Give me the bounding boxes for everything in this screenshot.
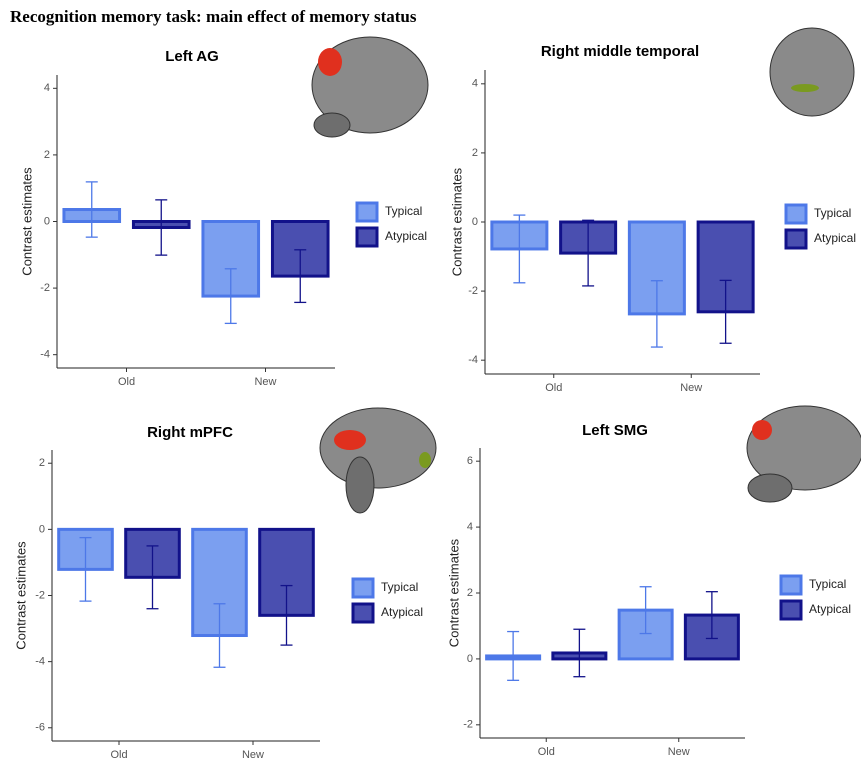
legend-swatch	[781, 576, 801, 594]
y-tick-label: 2	[472, 147, 478, 159]
y-tick-label: -6	[35, 722, 45, 734]
x-tick-label: New	[242, 749, 264, 761]
y-tick-label: -2	[40, 282, 50, 294]
x-tick-label: New	[254, 376, 276, 388]
legend-label: Typical	[381, 580, 418, 594]
brain-image	[770, 28, 854, 116]
y-tick-label: -2	[468, 285, 478, 297]
y-tick-label: -4	[35, 656, 45, 668]
y-tick-label: 6	[467, 455, 473, 467]
x-tick-label: New	[680, 382, 702, 394]
figure: Recognition memory task: main effect of …	[0, 0, 861, 762]
legend-label: Typical	[809, 577, 846, 591]
legend-swatch	[781, 601, 801, 619]
panel-title: Right middle temporal	[541, 43, 699, 60]
y-axis-label: Contrast estimates	[446, 538, 461, 647]
legend-label: Atypical	[381, 605, 423, 619]
y-tick-label: -2	[35, 589, 45, 601]
legend-label: Typical	[814, 206, 851, 220]
y-tick-label: 0	[44, 215, 50, 227]
y-tick-label: 4	[44, 82, 50, 94]
y-tick-label: 0	[472, 216, 478, 228]
x-tick-label: Old	[118, 376, 135, 388]
legend-swatch	[786, 230, 806, 248]
legend-label: Atypical	[809, 602, 851, 616]
y-axis-label: Contrast estimates	[449, 167, 464, 276]
legend-swatch	[353, 604, 373, 622]
panel-title: Left AG	[165, 48, 219, 65]
y-tick-label: 2	[467, 587, 473, 599]
y-tick-label: 2	[44, 149, 50, 161]
y-tick-label: 2	[39, 457, 45, 469]
legend-label: Atypical	[385, 229, 427, 243]
y-tick-label: -2	[463, 719, 473, 731]
y-tick-label: -4	[40, 349, 50, 361]
legend-swatch	[357, 228, 377, 246]
legend-swatch	[786, 205, 806, 223]
y-tick-label: 0	[467, 653, 473, 665]
figure-title: Recognition memory task: main effect of …	[10, 7, 417, 26]
legend-swatch	[353, 579, 373, 597]
legend-label: Atypical	[814, 231, 856, 245]
x-tick-label: Old	[538, 746, 555, 758]
panel-title: Left SMG	[582, 422, 648, 439]
legend-label: Typical	[385, 204, 422, 218]
y-tick-label: 0	[39, 523, 45, 535]
y-tick-label: 4	[472, 78, 478, 90]
x-tick-label: New	[668, 746, 690, 758]
panel-title: Right mPFC	[147, 424, 233, 441]
legend-swatch	[357, 203, 377, 221]
y-tick-label: -4	[468, 354, 478, 366]
y-tick-label: 4	[467, 521, 473, 533]
y-axis-label: Contrast estimates	[13, 541, 28, 650]
x-tick-label: Old	[545, 382, 562, 394]
x-tick-label: Old	[110, 749, 127, 761]
y-axis-label: Contrast estimates	[19, 167, 34, 276]
